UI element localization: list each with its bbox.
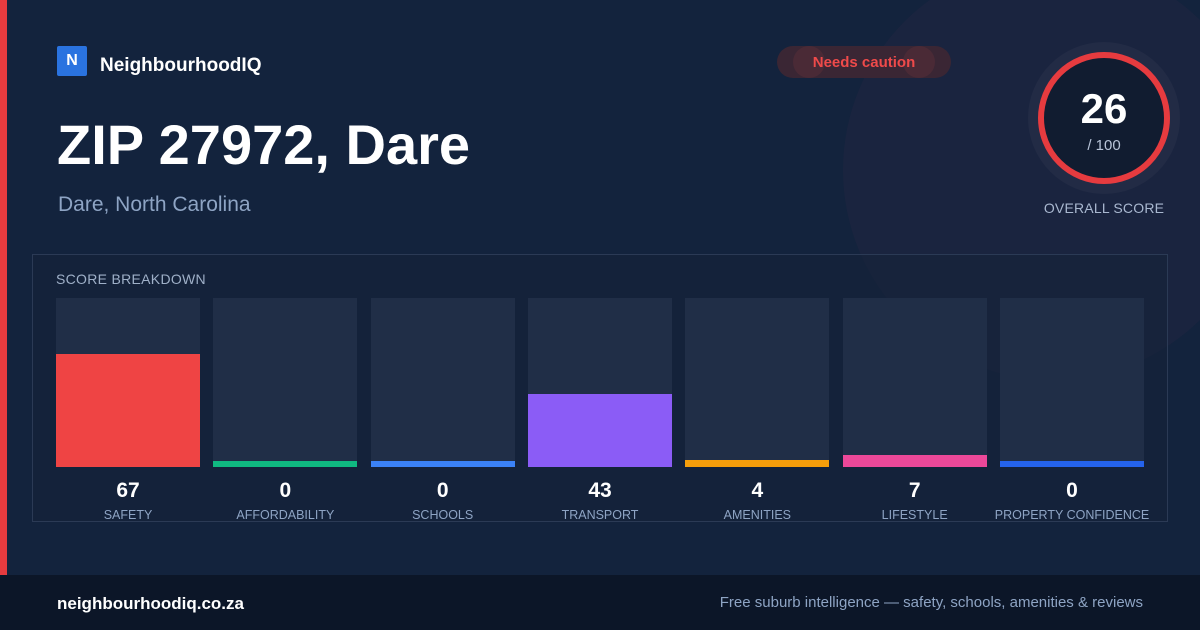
score-bar-track	[56, 298, 200, 467]
score-bar-label: SCHOOLS	[412, 508, 474, 522]
footer-tagline: Free suburb intelligence — safety, schoo…	[719, 594, 1143, 611]
status-badge-text: Needs caution	[812, 53, 916, 71]
logo-icon: N	[57, 46, 87, 76]
score-bar-label: AFFORDABILITY	[236, 508, 335, 522]
status-badge: Needs caution	[777, 46, 951, 78]
score-bar-value: 7	[908, 479, 921, 502]
score-breakdown-bars: 67 SAFETY 0 AFFORDABILITY 0 SCHOOLS 43 TRANSPOR…	[56, 298, 1149, 522]
score-bar-fill	[213, 461, 358, 467]
score-bar-label: LIFESTYLE	[881, 508, 948, 522]
score-bar-value: 0	[279, 479, 292, 502]
score-bar-fill	[370, 461, 515, 467]
accent-bar	[0, 0, 7, 575]
score-bar-lifestyle: 7 LIFESTYLE	[842, 298, 987, 522]
overall-score-label: OVERALL SCORE	[1043, 200, 1165, 216]
score-bar-value: 0	[436, 479, 449, 502]
score-bar-fill	[56, 353, 200, 467]
score-bar-track	[1000, 298, 1144, 467]
score-bar-label: TRANSPORT	[561, 508, 639, 522]
score-bar-value: 43	[588, 479, 612, 502]
brand-name: NeighbourhoodIQ	[100, 55, 262, 76]
score-bar-label: PROPERTY CONFIDENCE	[994, 508, 1150, 522]
score-bar-track	[685, 298, 830, 467]
score-bar-value: 0	[1066, 479, 1078, 502]
overall-score-value: 26	[1080, 85, 1128, 132]
score-bar-track	[370, 298, 515, 467]
score-bar-fill	[685, 460, 830, 467]
score-bar-affordability: 0 AFFORDABILITY	[213, 298, 358, 522]
score-bar-value: 4	[751, 479, 764, 502]
score-breakdown-title: SCORE BREAKDOWN	[56, 271, 206, 287]
score-bar-track	[213, 298, 358, 467]
score-bar-property-confidence: 0 PROPERTY CONFIDENCE	[995, 298, 1149, 522]
score-bar-label: SAFETY	[103, 508, 153, 522]
score-bar-value: 67	[116, 479, 140, 502]
score-bar-amenities: 4 AMENITIES	[685, 298, 830, 522]
overall-score-ring: 26 / 100	[1028, 42, 1180, 194]
page-subtitle: Dare, North Carolina	[58, 193, 251, 216]
overall-score-denominator: / 100	[1087, 137, 1121, 154]
score-bar-track	[842, 298, 987, 467]
overall-score-circle: 26 / 100	[1038, 52, 1170, 184]
score-bar-fill	[1000, 461, 1144, 467]
footer: neighbourhoodiq.co.za Free suburb intell…	[0, 575, 1200, 630]
score-bar-label: AMENITIES	[723, 508, 792, 522]
page-title: ZIP 27972, Dare	[57, 113, 471, 176]
score-bar-safety: 67 SAFETY	[56, 298, 200, 522]
score-bar-transport: 43 TRANSPORT	[528, 298, 672, 522]
score-bar-track	[528, 298, 672, 467]
score-bar-schools: 0 SCHOOLS	[370, 298, 515, 522]
score-bar-fill	[842, 455, 987, 467]
footer-site-link[interactable]: neighbourhoodiq.co.za	[57, 594, 244, 613]
score-bar-fill	[528, 394, 672, 467]
